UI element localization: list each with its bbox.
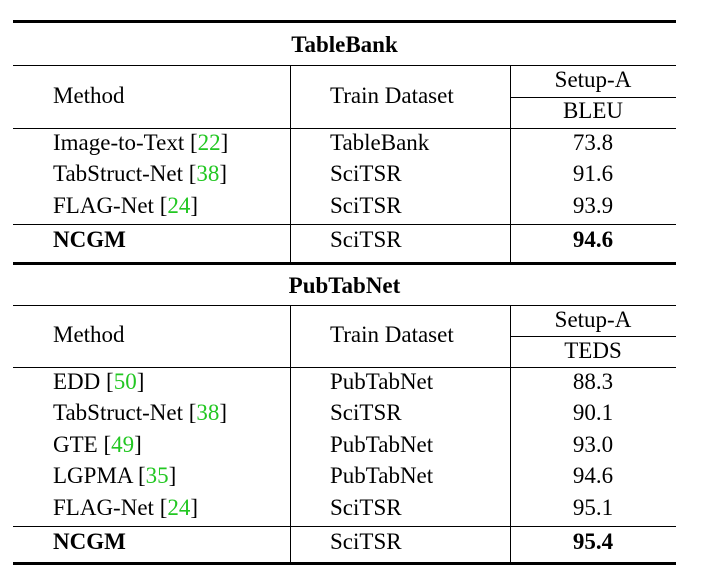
citation-link[interactable]: 38 — [196, 161, 220, 186]
citation-link[interactable]: 35 — [145, 463, 169, 488]
section1-row4-method: NCGM — [53, 227, 126, 252]
section1-row3-score: 93.9 — [572, 193, 614, 218]
section1-title: TableBank — [291, 32, 398, 57]
section1-row3-dataset: SciTSR — [330, 193, 402, 218]
section1-col-divider-1 — [290, 66, 291, 262]
section1-row4-score: 94.6 — [572, 227, 614, 252]
section2-row3-method: GTE [49] — [53, 432, 142, 457]
section1-row1-score: 73.8 — [572, 130, 614, 155]
section2-row4-method: LGPMA [35] — [53, 463, 177, 488]
citation-link[interactable]: 24 — [167, 495, 191, 520]
section1-row3-method: FLAG-Net [24] — [53, 193, 199, 218]
section2-method-header: Method — [53, 322, 125, 347]
section1-last-row-rule — [13, 224, 676, 225]
section2-row5-score: 95.1 — [572, 495, 614, 520]
citation-link[interactable]: 50 — [113, 369, 137, 394]
section1-row1-method: Image-to-Text [22] — [53, 130, 229, 155]
citation-link[interactable]: 24 — [167, 193, 191, 218]
section2-row3-dataset: PubTabNet — [330, 432, 434, 457]
section2-title-rule — [13, 305, 676, 306]
section1-header-rule — [13, 128, 676, 129]
section-divider-rule — [13, 262, 676, 265]
section2-row1-method: EDD [50] — [53, 369, 145, 394]
top-rule — [13, 20, 676, 23]
section1-col-divider-2 — [510, 66, 511, 262]
section1-metric-header: BLEU — [562, 98, 624, 123]
section1-row2-dataset: SciTSR — [330, 161, 402, 186]
section1-dataset-header: Train Dataset — [330, 83, 454, 108]
section2-row2-dataset: SciTSR — [330, 400, 402, 425]
section2-title: PubTabNet — [288, 273, 401, 298]
section2-row4-dataset: PubTabNet — [330, 463, 434, 488]
section2-metric-header: TEDS — [564, 338, 622, 363]
citation-link[interactable]: 38 — [196, 400, 220, 425]
section2-setup-header: Setup-A — [554, 307, 632, 332]
section1-row2-method: TabStruct-Net [38] — [53, 161, 228, 186]
section2-row5-dataset: SciTSR — [330, 495, 402, 520]
section2-row3-score: 93.0 — [572, 432, 614, 457]
section2-row6-score: 95.4 — [572, 529, 614, 554]
section1-row2-score: 91.6 — [572, 161, 614, 186]
section1-row4-dataset: SciTSR — [330, 227, 402, 252]
section2-col-divider-1 — [290, 306, 291, 562]
section1-method-header: Method — [53, 83, 125, 108]
section1-subheader-rule — [510, 97, 676, 98]
bottom-rule — [13, 562, 676, 565]
section2-dataset-header: Train Dataset — [330, 322, 454, 347]
section2-row2-score: 90.1 — [572, 400, 614, 425]
section1-row1-dataset: TableBank — [330, 130, 430, 155]
section2-row6-dataset: SciTSR — [330, 529, 402, 554]
section1-setup-header: Setup-A — [554, 67, 632, 92]
section2-row6-method: NCGM — [53, 529, 126, 554]
section2-row5-method: FLAG-Net [24] — [53, 495, 199, 520]
section2-header-rule — [13, 367, 676, 368]
section2-row1-dataset: PubTabNet — [330, 369, 434, 394]
section1-title-rule — [13, 65, 676, 66]
section2-row4-score: 94.6 — [572, 463, 614, 488]
section2-row1-score: 88.3 — [572, 369, 614, 394]
section2-row2-method: TabStruct-Net [38] — [53, 400, 228, 425]
section2-subheader-rule — [510, 336, 676, 337]
section2-last-row-rule — [13, 526, 676, 527]
citation-link[interactable]: 49 — [111, 432, 135, 457]
citation-link[interactable]: 22 — [197, 130, 221, 155]
section2-col-divider-2 — [510, 306, 511, 562]
